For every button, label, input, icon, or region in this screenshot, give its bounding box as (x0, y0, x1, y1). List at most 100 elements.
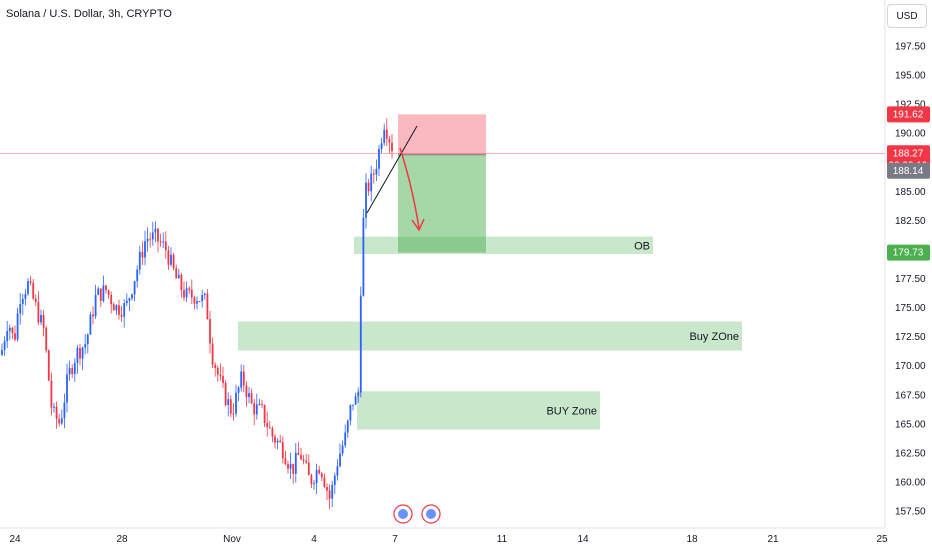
candle-body (125, 300, 128, 304)
x-tick-label: 14 (577, 534, 589, 545)
y-tick-label: 165.00 (895, 419, 926, 430)
candle-body (24, 293, 27, 299)
candle-body (289, 463, 292, 469)
y-tick-label: 162.50 (895, 448, 926, 459)
candle-body (118, 305, 120, 315)
candle-body (1, 349, 3, 355)
candle-body (359, 295, 362, 393)
candle-body (271, 428, 274, 437)
candle-body (310, 475, 313, 485)
zone-box (238, 321, 742, 351)
candle-body (349, 405, 352, 421)
candle-body (385, 129, 388, 139)
candle-body (237, 387, 240, 393)
candle-body (14, 333, 16, 340)
profit-zone (398, 154, 486, 253)
y-tick-label: 157.50 (895, 507, 926, 518)
candle-body (164, 241, 167, 251)
candle-body (29, 281, 32, 283)
candle-body (37, 301, 40, 323)
arrow-head-icon (411, 218, 425, 232)
loss-zone (398, 114, 486, 155)
x-tick-label: 24 (9, 534, 21, 545)
candle-body (339, 453, 341, 467)
chart-title: Solana / U.S. Dollar, 3h, CRYPTO (6, 8, 172, 20)
candle-body (19, 304, 22, 314)
currency-button[interactable]: USD (887, 4, 927, 28)
candle-body (203, 293, 206, 296)
candle-body (383, 129, 386, 144)
candle-body (305, 460, 308, 463)
candle-body (92, 314, 94, 317)
candle-body (302, 459, 305, 461)
candle-body (232, 413, 235, 415)
candle-body (60, 418, 63, 424)
candle-body (188, 288, 191, 290)
candle-body (185, 288, 188, 298)
candle-body (391, 142, 393, 152)
candle-body (16, 313, 19, 340)
candle-body (71, 368, 74, 374)
prev-price-tag-bg (887, 162, 930, 179)
candle-body (141, 251, 144, 258)
flag-icon-2-inner (426, 509, 436, 519)
stop-price-tag-bg (887, 244, 930, 261)
candle-body (73, 362, 76, 374)
zone-label: Buy ZOne (689, 331, 739, 343)
candle-body (81, 347, 84, 359)
candle-body (378, 148, 380, 169)
candle-body (128, 298, 131, 301)
candle-body (42, 314, 45, 328)
candle-body (6, 331, 9, 342)
y-tick-label: 170.00 (895, 361, 926, 372)
candle-body (149, 238, 152, 240)
candle-body (8, 327, 11, 332)
candle-body (388, 138, 391, 143)
candle-body (180, 274, 183, 290)
candle-body (206, 293, 209, 320)
candle-body (53, 406, 55, 408)
candle-body (362, 217, 365, 296)
candle-body (346, 420, 349, 433)
candle-body (318, 469, 321, 474)
candle-body (21, 298, 24, 305)
zone-label: BUY Zone (546, 405, 597, 417)
y-tick-label: 190.00 (895, 129, 926, 140)
current-price-tag-text: 188.27 (893, 148, 924, 159)
candle-body (222, 376, 224, 383)
candle-body (250, 393, 253, 404)
candle-body (333, 475, 336, 485)
candle-body (11, 327, 14, 334)
y-tick-label: 182.50 (895, 216, 926, 227)
candle-body (55, 406, 58, 419)
candle-body (47, 350, 50, 381)
candle-body (89, 314, 92, 335)
candle-body (211, 343, 214, 365)
candle-body (224, 382, 227, 406)
candle-body (190, 289, 193, 298)
candle-body (68, 368, 71, 375)
trend-line (366, 125, 418, 214)
candle-body (32, 282, 35, 299)
candle-body (268, 427, 271, 429)
candle-body (313, 483, 315, 485)
candle-body (255, 404, 258, 415)
x-tick-label: 11 (497, 534, 508, 545)
candle-body (235, 392, 237, 414)
y-tick-label: 175.00 (895, 303, 926, 314)
candle-body (344, 432, 347, 446)
stop-price-tag-text: 179.73 (893, 248, 924, 259)
candle-body (219, 374, 222, 377)
candle-body (170, 254, 172, 265)
candle-body (94, 294, 97, 317)
x-tick-label: 4 (311, 534, 317, 545)
candle-body (245, 385, 248, 398)
candle-body (144, 241, 146, 258)
candle-body (258, 403, 261, 405)
y-tick-label: 185.00 (895, 187, 926, 198)
candle-body (167, 250, 170, 265)
candle-body (123, 303, 126, 317)
candle-body (133, 281, 136, 295)
